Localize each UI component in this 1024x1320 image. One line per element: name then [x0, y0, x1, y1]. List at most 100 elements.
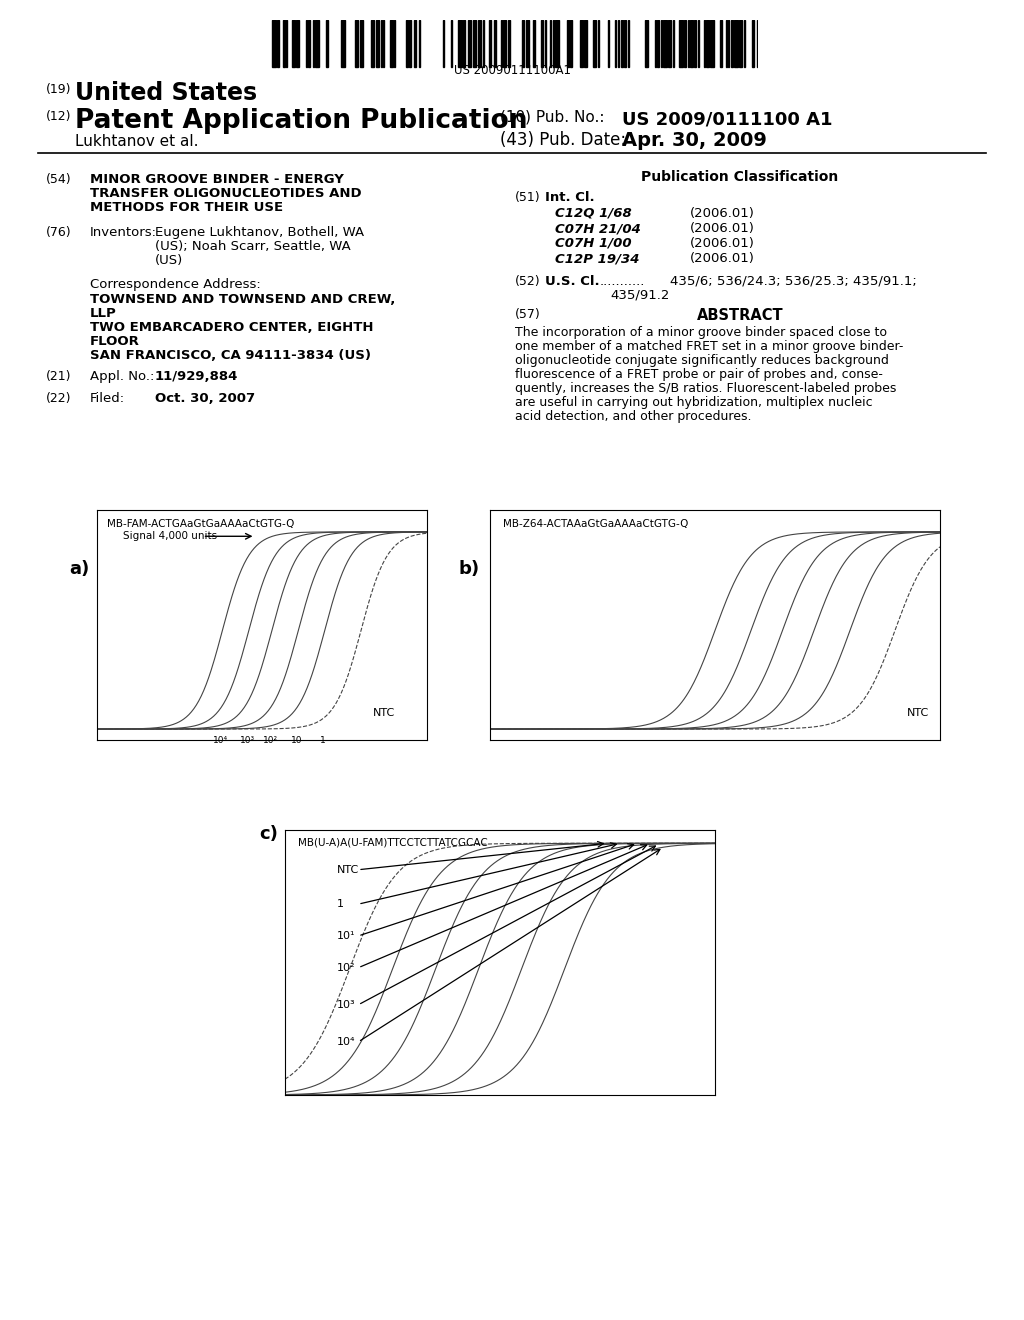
Bar — [688, 20, 689, 67]
Bar — [468, 20, 471, 67]
Bar — [608, 20, 609, 67]
Bar — [555, 20, 559, 67]
Bar — [482, 20, 483, 67]
Bar — [726, 20, 727, 67]
Bar — [654, 20, 655, 67]
Text: ABSTRACT: ABSTRACT — [696, 308, 783, 323]
Text: (22): (22) — [46, 392, 72, 405]
Bar — [593, 20, 596, 67]
Bar — [657, 20, 659, 67]
Bar — [615, 20, 616, 67]
Bar — [617, 20, 618, 67]
Text: 10³: 10³ — [337, 1001, 355, 1010]
Bar — [394, 20, 395, 67]
Bar — [376, 20, 379, 67]
Text: United States: United States — [75, 81, 257, 106]
Text: C12Q 1/68: C12Q 1/68 — [555, 207, 632, 220]
Bar — [580, 20, 584, 67]
Text: (52): (52) — [515, 275, 541, 288]
Text: (2006.01): (2006.01) — [690, 238, 755, 249]
Bar — [757, 20, 760, 67]
Text: NTC: NTC — [906, 708, 929, 718]
Text: (US): (US) — [155, 253, 183, 267]
Bar — [278, 20, 279, 67]
Text: (54): (54) — [46, 173, 72, 186]
Text: Oct. 30, 2007: Oct. 30, 2007 — [155, 392, 255, 405]
Bar — [504, 20, 506, 67]
Bar — [728, 20, 729, 67]
Bar — [553, 20, 554, 67]
Bar — [473, 20, 476, 67]
Text: Patent Application Publication: Patent Application Publication — [75, 108, 527, 135]
Bar — [710, 20, 714, 67]
Text: NTC: NTC — [373, 708, 395, 718]
Bar — [684, 20, 686, 67]
Bar — [664, 20, 667, 67]
Text: LLP: LLP — [90, 308, 117, 319]
Text: C07H 21/04: C07H 21/04 — [555, 222, 641, 235]
Text: MB-Z64-ACTAAaGtGaAAAaCtGTG-Q: MB-Z64-ACTAAaGtGaAAAaCtGTG-Q — [504, 519, 689, 529]
Text: (21): (21) — [46, 370, 72, 383]
Bar — [458, 20, 462, 67]
Text: (2006.01): (2006.01) — [690, 207, 755, 220]
Text: 1: 1 — [321, 735, 326, 744]
Text: c): c) — [259, 825, 278, 843]
Bar — [494, 20, 496, 67]
Text: SAN FRANCISCO, CA 94111-3834 (US): SAN FRANCISCO, CA 94111-3834 (US) — [90, 348, 371, 362]
Bar — [451, 20, 452, 67]
Text: (51): (51) — [515, 191, 541, 205]
Text: MB(U-A)A(U-FAM)TTCCTCTTATCGCAC: MB(U-A)A(U-FAM)TTCCTCTTATCGCAC — [298, 838, 487, 847]
Text: The incorporation of a minor groove binder spaced close to: The incorporation of a minor groove bind… — [515, 326, 887, 339]
Text: Filed:: Filed: — [90, 392, 125, 405]
Bar — [414, 20, 416, 67]
Text: TWO EMBARCADERO CENTER, EIGHTH: TWO EMBARCADERO CENTER, EIGHTH — [90, 321, 374, 334]
Text: 10²: 10² — [337, 962, 355, 973]
Text: Lukhtanov et al.: Lukhtanov et al. — [75, 135, 199, 149]
Bar — [371, 20, 375, 67]
Bar — [488, 20, 492, 67]
Text: (43) Pub. Date:: (43) Pub. Date: — [500, 131, 626, 149]
Bar — [734, 20, 738, 67]
Bar — [284, 20, 285, 67]
Bar — [296, 20, 299, 67]
Bar — [327, 20, 328, 67]
Text: MB-FAM-ACTGAaGtGaAAAaCtGTG-Q: MB-FAM-ACTGAaGtGaAAAaCtGTG-Q — [106, 519, 294, 529]
Bar — [731, 20, 733, 67]
Bar — [419, 20, 420, 67]
Text: FLOOR: FLOOR — [90, 335, 140, 348]
Text: 11/929,884: 11/929,884 — [155, 370, 239, 383]
Text: C12P 19/34: C12P 19/34 — [555, 252, 640, 265]
Bar — [697, 20, 698, 67]
Bar — [628, 20, 629, 67]
Bar — [525, 20, 529, 67]
Text: fluorescence of a FRET probe or pair of probes and, conse-: fluorescence of a FRET probe or pair of … — [515, 368, 883, 381]
Bar — [383, 20, 384, 67]
Text: Correspondence Address:: Correspondence Address: — [90, 279, 261, 290]
Bar — [381, 20, 382, 67]
Bar — [660, 20, 662, 67]
Bar — [354, 20, 358, 67]
Bar — [501, 20, 502, 67]
Bar — [739, 20, 741, 67]
Bar — [550, 20, 551, 67]
Bar — [679, 20, 683, 67]
Bar — [585, 20, 587, 67]
Bar — [443, 20, 444, 67]
Bar — [720, 20, 722, 67]
Bar — [315, 20, 319, 67]
Bar — [390, 20, 393, 67]
Text: (10) Pub. No.:: (10) Pub. No.: — [500, 110, 604, 125]
Bar — [341, 20, 345, 67]
Text: ...........: ........... — [600, 275, 645, 288]
Bar — [752, 20, 754, 67]
Text: Signal 4,000 units: Signal 4,000 units — [124, 531, 217, 541]
Text: quently, increases the S/B ratios. Fluorescent-labeled probes: quently, increases the S/B ratios. Fluor… — [515, 381, 896, 395]
Bar — [272, 20, 276, 67]
Bar — [308, 20, 310, 67]
Text: Int. Cl.: Int. Cl. — [545, 191, 595, 205]
Text: are useful in carrying out hybridization, multiplex nucleic: are useful in carrying out hybridization… — [515, 396, 872, 409]
Bar — [286, 20, 287, 67]
Bar — [463, 20, 465, 67]
Bar — [744, 20, 745, 67]
Bar — [542, 20, 543, 67]
